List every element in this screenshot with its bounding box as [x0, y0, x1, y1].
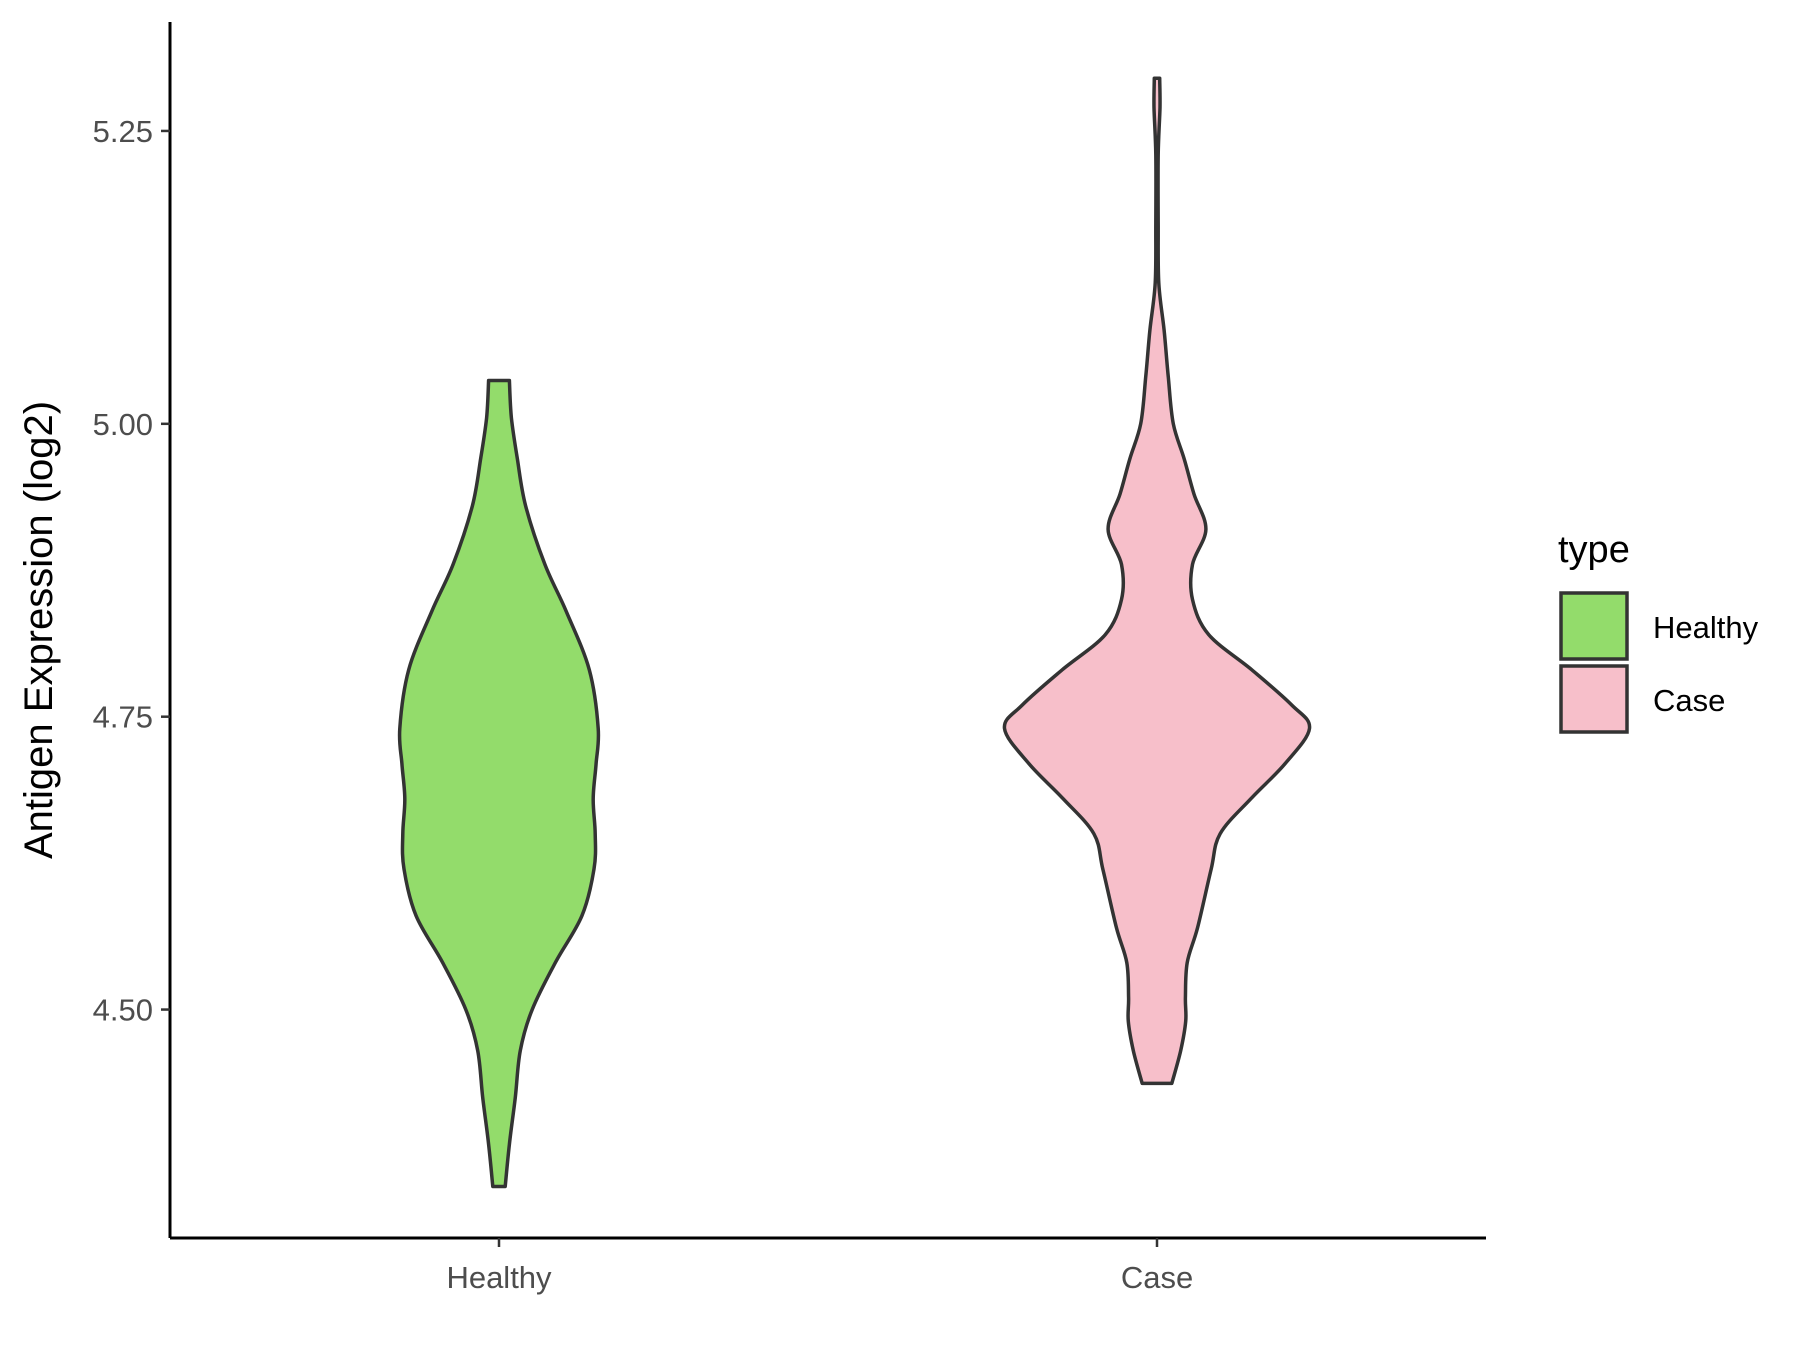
legend: type Healthy Case	[1558, 529, 1759, 734]
x-tick-label-case: Case	[1121, 1260, 1193, 1295]
legend-key-case	[1559, 664, 1629, 734]
legend-label-healthy: Healthy	[1653, 610, 1759, 645]
y-tick-label: 5.00	[93, 407, 153, 442]
y-axis-ticks: 4.50 4.75 5.00 5.25	[93, 114, 170, 1028]
legend-key-healthy	[1559, 591, 1629, 661]
violin-layer	[397, 76, 1312, 1189]
y-tick-label: 5.25	[93, 114, 153, 149]
x-axis-ticks: Healthy Case	[446, 1238, 1193, 1295]
y-tick-label: 4.75	[93, 700, 153, 735]
y-axis-title: Antigen Expression (log2)	[17, 401, 61, 859]
legend-label-case: Case	[1653, 683, 1725, 718]
plot-area: 4.50 4.75 5.00 5.25 Healthy Case	[93, 22, 1486, 1295]
violin-healthy	[397, 378, 601, 1189]
violin-case	[1002, 76, 1312, 1086]
x-tick-label-healthy: Healthy	[446, 1260, 552, 1295]
legend-title: type	[1558, 529, 1630, 571]
y-tick-label: 4.50	[93, 993, 153, 1028]
